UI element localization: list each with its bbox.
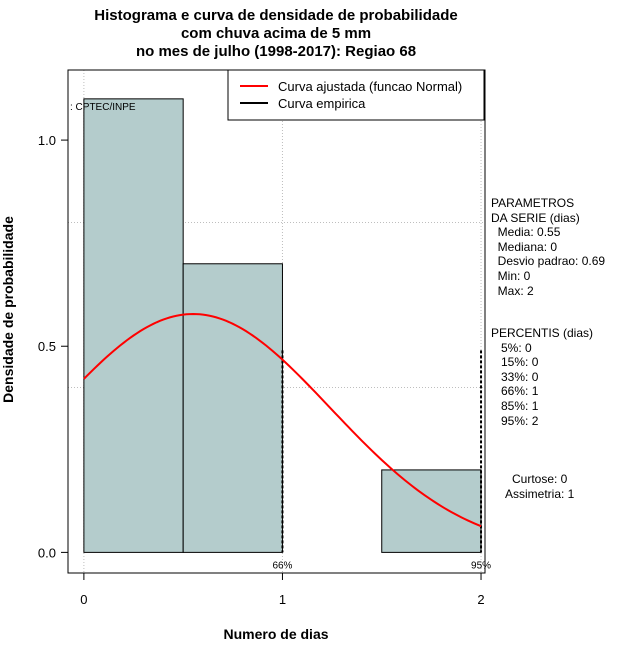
- percentile-label-66: 66%: [272, 560, 292, 571]
- y-axis-label: Densidade de probabilidade: [0, 216, 16, 403]
- params-line-7: Max: 2: [491, 283, 534, 298]
- params-line-3: Media: 0.55: [491, 225, 561, 240]
- source-label: : CPTEC/INPE: [70, 102, 136, 113]
- params-line-2: DA SERIE (dias): [491, 210, 580, 225]
- percentis-line-7: 95%: 2: [491, 413, 539, 428]
- y-tick-label-1: 0.5: [38, 339, 56, 354]
- x-tick-label-2: 2: [477, 592, 484, 607]
- x-tick-label-1: 1: [279, 592, 286, 607]
- x-axis-label: Numero de dias: [223, 626, 328, 642]
- params-line-4: Mediana: 0: [491, 239, 558, 254]
- y-tick-label-2: 1.0: [38, 133, 56, 148]
- legend-label-1: Curva ajustada (funcao Normal): [278, 79, 462, 94]
- percentile-label-95: 95%: [471, 560, 491, 571]
- fitted-normal-curve: [83, 313, 482, 528]
- x-tick-label-0: 0: [80, 592, 87, 607]
- title-line-1: Histograma e curva de densidade de proba…: [94, 7, 457, 24]
- fitted-curve-group: [83, 313, 482, 528]
- legend: Curva ajustada (funcao Normal) Curva empi…: [227, 69, 485, 121]
- axes: 0 1 2 0.0 0.5 1.0: [38, 133, 485, 607]
- title-line-3: no mes de julho (1998-2017): Regiao 68: [136, 43, 416, 60]
- percentis-line-5: 66%: 1: [491, 384, 539, 399]
- legend-label-2: Curva empirica: [278, 96, 366, 111]
- params-line-1: PARAMETROS: [491, 196, 575, 210]
- percentis-line-1: PERCENTIS (dias): [491, 326, 594, 340]
- params-line-5: Desvio padrao: 0.69: [491, 254, 606, 269]
- series-parameters-panel: PARAMETROS DA SERIE (dias) Media: 0.55 Me…: [491, 196, 605, 298]
- shape-line-2: Assimetria: 1: [505, 486, 575, 501]
- histogram-bar-2: [182, 263, 283, 553]
- percentile-markers: 66% 95%: [272, 350, 491, 571]
- percentiles-panel: PERCENTIS (dias) 5%: 0 15%: 0 33%: 0 66%…: [491, 326, 593, 428]
- percentis-line-2: 5%: 0: [491, 340, 532, 355]
- chart-title: Histograma e curva de densidade de proba…: [94, 7, 457, 60]
- shape-line-1: Curtose: 0: [512, 472, 568, 486]
- params-line-6: Min: 0: [491, 268, 531, 283]
- percentis-line-4: 33%: 0: [491, 369, 539, 384]
- y-tick-label-0: 0.0: [38, 545, 56, 560]
- shape-stats-panel: Curtose: 0 Assimetria: 1: [505, 472, 574, 501]
- histogram-bar-4: [381, 469, 482, 553]
- percentis-line-3: 15%: 0: [491, 355, 539, 370]
- histogram-bar-1: [83, 98, 184, 553]
- title-line-2: com chuva acima de 5 mm: [181, 25, 371, 42]
- histogram-bars: [83, 98, 482, 553]
- legend-box: [227, 69, 485, 121]
- percentis-line-6: 85%: 1: [491, 398, 539, 413]
